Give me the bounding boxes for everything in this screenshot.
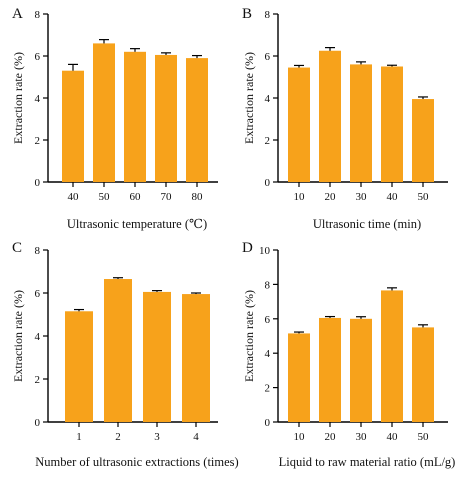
panel-label: A [12,6,23,22]
y-tick-label: 8 [35,9,41,21]
bar [62,70,84,182]
x-tick-label: 30 [356,191,368,203]
x-tick-label: 10 [294,431,306,443]
y-tick-label: 4 [35,331,41,343]
y-axis-title: Extraction rate (%) [11,290,25,382]
panel-label: D [242,240,253,256]
bar [182,294,210,422]
y-tick-label: 2 [265,383,271,395]
x-axis-title: Ultrasonic temperature (℃) [67,217,207,231]
y-tick-label: 8 [265,9,271,21]
x-axis-title: Ultrasonic time (min) [313,217,421,231]
bar [381,290,403,422]
bar [288,333,310,422]
y-axis-title: Extraction rate (%) [242,52,256,144]
x-tick-label: 50 [418,191,430,203]
bar [412,99,434,182]
chart-panel-c: C 0 2 4 6 8 1 2 3 4 Extraction rate (%) Number of u… [11,240,239,469]
bar [93,43,115,183]
panel-label: C [12,240,22,256]
bar [319,50,341,182]
x-tick-label: 3 [154,431,160,443]
x-tick-label: 50 [99,191,111,203]
y-tick-label: 4 [35,93,41,105]
y-tick-label: 6 [35,51,41,63]
x-tick-label: 10 [294,191,306,203]
y-tick-label: 6 [265,314,271,326]
y-tick-label: 4 [265,93,271,105]
y-tick-label: 4 [265,348,271,360]
x-tick-label: 50 [418,431,430,443]
y-tick-label: 0 [265,417,271,429]
y-axis-title: Extraction rate (%) [11,52,25,144]
y-axis-title: Extraction rate (%) [242,290,256,382]
chart-panel-a: A 0 2 4 6 8 40 50 60 70 80 Extraction rate (%) Ultra… [11,6,218,231]
bar [65,311,93,422]
x-tick-label: 20 [325,191,337,203]
x-axis-title: Liquid to raw material ratio (mL/g) [279,455,456,469]
panel-label: B [242,6,252,22]
y-tick-label: 2 [35,374,41,386]
x-tick-label: 1 [76,431,82,443]
x-tick-label: 40 [387,431,399,443]
bar [124,51,146,182]
x-tick-label: 40 [68,191,80,203]
x-tick-label: 2 [115,431,121,443]
x-tick-label: 80 [192,191,204,203]
bar [319,317,341,422]
y-tick-label: 8 [35,245,41,257]
chart-panel-d: D 0 2 4 6 8 10 10 20 30 40 50 Extraction rate (%) Liq… [242,240,455,469]
bar [288,67,310,182]
bar [412,327,434,422]
bar [104,279,132,422]
chart-panel-b: B 0 2 4 6 8 10 20 30 40 50 Extraction rate (%) Ultra… [242,6,448,231]
y-tick-label: 0 [35,417,41,429]
x-tick-label: 20 [325,431,337,443]
bar [350,64,372,182]
y-tick-label: 2 [35,135,41,147]
y-tick-label: 8 [265,279,271,291]
bar [186,58,208,182]
x-tick-label: 40 [387,191,399,203]
y-tick-label: 0 [265,177,271,189]
x-axis-title: Number of ultrasonic extractions (times) [35,455,238,469]
x-tick-label: 60 [130,191,142,203]
x-tick-label: 4 [193,431,199,443]
bar [381,66,403,182]
x-tick-label: 70 [161,191,173,203]
x-tick-label: 30 [356,431,368,443]
y-tick-label: 10 [259,245,271,257]
y-tick-label: 0 [35,177,41,189]
bar [350,318,372,422]
y-tick-label: 6 [35,288,41,300]
y-tick-label: 6 [265,51,271,63]
y-tick-label: 2 [265,135,271,147]
bar [155,54,177,183]
bar [143,291,171,422]
